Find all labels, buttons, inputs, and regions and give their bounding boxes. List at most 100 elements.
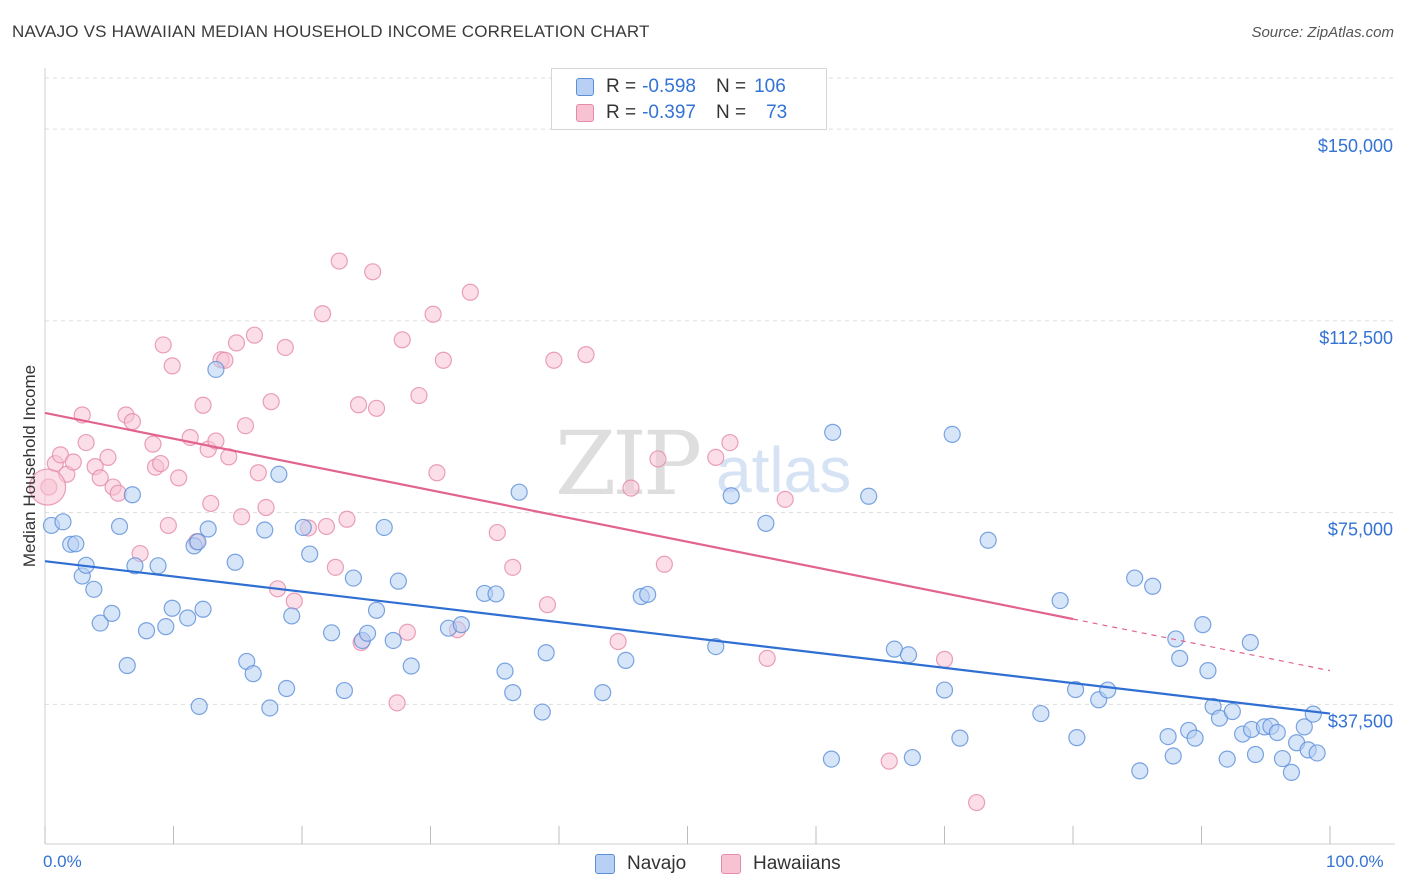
navajo-point [1171,649,1189,667]
hawaiian-point [398,623,416,641]
legend-item-navajo[interactable]: Navajo [595,851,686,877]
navajo-point [103,604,121,622]
hawaiian-point [257,498,275,517]
hawaiian-point [245,326,264,344]
navajo-point [283,607,301,625]
navajo-point [1273,749,1292,768]
navajo-point [163,599,181,617]
navajo-point [85,580,103,598]
navajo-point [943,425,961,443]
hawaiian-points [28,252,986,812]
hawaiian-point [655,555,673,573]
navajo-point [903,748,921,767]
hawaiian-point [313,305,332,323]
navajo-point [189,533,207,551]
navajo-points [42,360,1326,781]
hawaiian-point [388,694,406,712]
trend-lines [44,411,1331,715]
navajo-point [935,681,954,699]
hawaiian-swatch [576,104,594,122]
navajo-point [617,651,635,670]
navajo-point [1159,727,1177,746]
hawaiian-point [428,464,446,482]
hawaiian-point [758,649,776,667]
navajo-point [899,646,918,664]
navajo-point [1295,718,1313,736]
navajo-point [1167,630,1185,648]
hawaiian-point [434,351,452,369]
hawaiian-point [880,752,898,770]
navajo-point [504,684,522,702]
n-label: N = [715,76,747,97]
navajo-point [1164,747,1182,765]
legend-row-navajo: R = -0.598 N = 106 [576,75,786,99]
navajo-point [1218,750,1236,768]
hawaiian-point [123,413,141,431]
navajo-point [261,699,279,717]
hawaiian-point [202,494,220,513]
hawaiian-point [609,632,627,651]
navajo-point [256,521,274,539]
hawaiian-point [227,334,246,352]
navajo-point [344,569,362,587]
hawaiian-point [207,432,225,450]
watermark-zip: ZIP [555,412,700,515]
navajo-point [358,624,377,642]
navajo-point [487,585,505,603]
navajo-point [322,624,341,642]
navajo-point [1126,569,1144,587]
navajo-point [335,681,354,700]
hawaiian-point [326,558,345,576]
hawaiian-point [152,454,170,473]
navajo-point [452,616,470,634]
hawaiian-point [393,331,411,349]
hawaiian-point [367,399,386,417]
y-tick-label: $75,000 [1328,520,1393,540]
navajo-point [118,656,136,675]
hawaiian-point [154,336,172,354]
n-value: 73 [766,102,788,123]
navajo-point [389,572,407,590]
hawaiian-point [91,469,109,487]
navajo-point [1241,633,1259,652]
legend-item-hawaiians[interactable]: Hawaiians [721,851,841,877]
hawaiian-point [349,396,368,414]
hawaiian-point [577,346,595,364]
hawaiian-point-cluster [28,468,67,506]
navajo-swatch [576,78,594,96]
grid-lines [45,77,1395,705]
navajo-point [157,618,175,636]
navajo-point [1223,702,1241,721]
navajo-point [1099,681,1117,699]
navajo-point [199,520,217,538]
hawaiian-point [338,510,356,528]
hawaiian-point [109,484,127,502]
hawaiian-point [968,793,986,812]
navajo-point [1131,762,1149,780]
n-value: 106 [754,76,786,97]
hawaiian-point [649,450,667,468]
navajo-point [1144,577,1162,595]
navajo-point [149,557,167,575]
navajo-swatch [595,854,615,874]
hawaiian-point [330,252,348,270]
navajo-point [1068,729,1086,747]
hawaiian-point [622,479,640,497]
r-value: -0.397 [642,102,696,123]
r-label: R = [606,76,637,97]
x-tick-label-max: 100.0% [1326,852,1384,871]
navajo-point [91,614,109,632]
hawaiian-point [504,558,522,576]
axes [44,68,1395,845]
navajo-point [757,514,775,532]
navajo-point [375,518,393,537]
y-tick-labels: $37,500 $75,000 $112,500 $150,000 [1318,136,1393,731]
navajo-point [270,465,288,483]
navajo-point [979,531,997,549]
navajo-point [860,487,878,505]
chart-title: NAVAJO VS HAWAIIAN MEDIAN HOUSEHOLD INCO… [12,22,650,41]
hawaiian-point [51,446,70,464]
navajo-trend-line [44,560,1331,715]
hawaiian-point [424,305,442,323]
